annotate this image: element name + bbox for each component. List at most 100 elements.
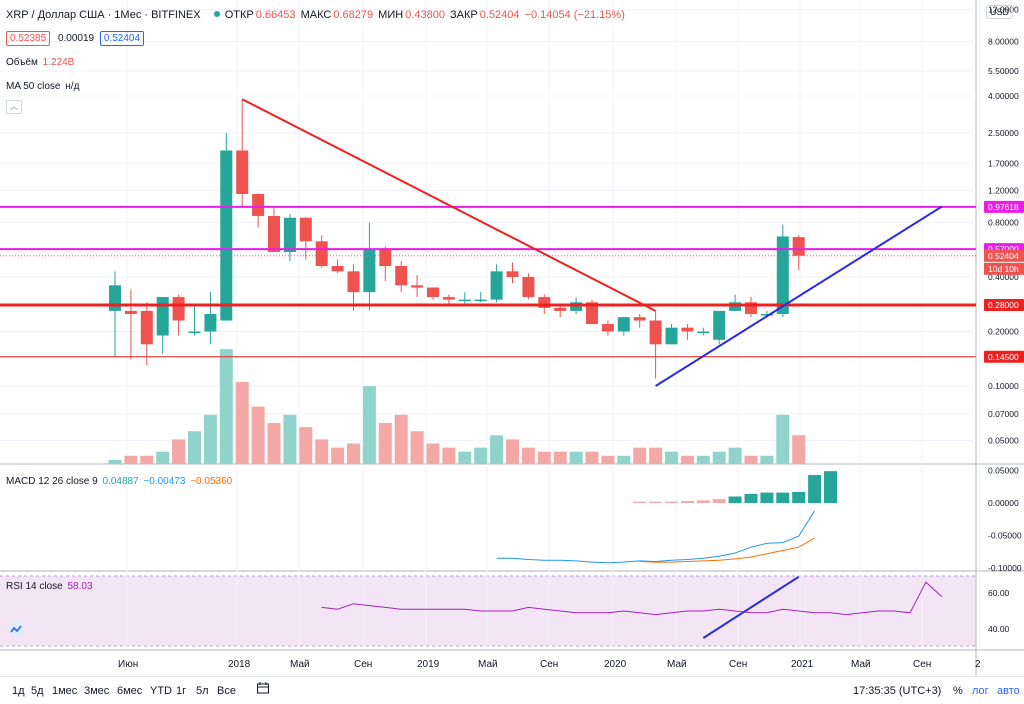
macd-histogram-bar	[776, 492, 790, 503]
candle-body	[506, 271, 519, 278]
volume-bar	[203, 414, 217, 464]
volume-bar	[506, 439, 519, 464]
tf-5d[interactable]: 5д	[31, 685, 44, 697]
macd-legend: MACD 12 26 close 9 0.04887 −0.00473 −0.0…	[6, 476, 234, 487]
candle-body	[538, 297, 551, 308]
low-label: МИН	[378, 9, 404, 21]
volume-bar	[410, 431, 424, 464]
candle-body	[760, 313, 773, 316]
volume-bar	[235, 382, 249, 464]
macd-axis-label: 0.05000	[988, 466, 1019, 476]
candle-body	[379, 249, 392, 267]
candle-body	[649, 320, 662, 345]
volume-bar	[696, 455, 710, 464]
volume-legend: Объём 1.224В	[6, 57, 76, 68]
tf-6m[interactable]: 6мес	[117, 685, 143, 697]
macd-histogram-bar	[665, 501, 678, 503]
chart-canvas[interactable]: Июн 2018 Май Сен 2019 Май Сен 2020 Май Сен 2021 Май…	[0, 0, 1024, 676]
macd-axis-label: -0.05000	[988, 531, 1022, 541]
candle-body	[124, 310, 137, 314]
volume-bar	[521, 447, 535, 464]
trend-line-downtrend	[241, 98, 657, 312]
price-label-box	[984, 200, 1024, 213]
candle-body	[490, 271, 503, 300]
time-axis-label: Сен	[729, 659, 747, 670]
macd-line-value: −0.00473	[143, 476, 186, 487]
volume-bar	[537, 451, 551, 464]
time-axis-label: 2019	[417, 659, 440, 670]
time-axis-label: Сен	[354, 659, 372, 670]
macd-histogram-bar	[712, 499, 726, 503]
volume-bar	[172, 439, 186, 464]
header-legend: XRP / Доллар США · 1Мес · BITFINEX ОТКР 0…	[6, 9, 627, 21]
candle-body	[299, 217, 312, 242]
rsi-value: 58.03	[67, 581, 93, 592]
price-axis-label: 0.10000	[988, 381, 1019, 391]
macd-axis-label: -0.10000	[988, 563, 1022, 573]
time-axis-label: Май	[478, 659, 498, 670]
currency-button[interactable]: USD	[986, 5, 1014, 19]
candle-body	[442, 297, 455, 300]
candle-body	[697, 331, 710, 334]
candle-body	[665, 327, 678, 345]
price-axis-label: 1.20000	[988, 186, 1019, 196]
volume-bar	[394, 414, 408, 464]
macd-histogram-bar	[696, 500, 710, 503]
clock-time[interactable]: 17:35:35 (UTC+3)	[853, 685, 942, 697]
time-axis-label: Сен	[540, 659, 558, 670]
macd-histogram-bar	[744, 493, 758, 503]
candle-body	[268, 215, 280, 252]
volume-bar	[267, 423, 281, 464]
countdown-box	[984, 262, 1024, 275]
candle-body	[570, 302, 583, 311]
volume-bar	[362, 386, 376, 464]
log-toggle[interactable]: лог	[972, 685, 989, 697]
time-axis-label: Май	[851, 659, 871, 670]
tf-1m[interactable]: 1мес	[52, 685, 78, 697]
volume-bar	[744, 455, 758, 464]
low-value: 0.43800	[405, 9, 445, 21]
macd-histogram-bar	[649, 501, 663, 503]
volume-bar	[649, 447, 663, 464]
time-axis-label: Май	[667, 659, 687, 670]
trend-line-uptrend	[655, 205, 943, 387]
price-axis-label: 8.00000	[988, 37, 1019, 47]
volume-bar	[569, 451, 583, 464]
macd-histogram-bar	[808, 475, 822, 503]
macd-histogram-bar	[680, 501, 694, 503]
tf-5y[interactable]: 5л	[196, 685, 209, 697]
open-label: ОТКР	[224, 9, 254, 21]
tf-all[interactable]: Все	[217, 685, 236, 697]
auto-toggle[interactable]: авто	[997, 685, 1020, 697]
candle-body	[204, 313, 217, 332]
candle-body	[363, 249, 376, 293]
volume-bar	[426, 443, 440, 464]
volume-bar	[283, 414, 297, 464]
tf-1y[interactable]: 1г	[176, 685, 187, 697]
price-axis-label: 5.50000	[988, 66, 1019, 76]
eye-icon[interactable]: ︿	[6, 100, 22, 114]
candle-body	[156, 297, 169, 336]
volume-bar	[378, 423, 392, 464]
macd-histogram-bar	[633, 501, 647, 503]
rsi-legend: RSI 14 close 58.03	[6, 581, 95, 592]
bid-button[interactable]: 0.52385	[6, 31, 51, 46]
tf-1d[interactable]: 1д	[12, 685, 25, 697]
time-axis-label: 2	[975, 659, 981, 670]
percent-toggle[interactable]: %	[953, 685, 963, 697]
bid-ask-row: 0.52385 0.00019 0.52404	[6, 31, 146, 46]
tradingview-logo-icon[interactable]	[8, 621, 24, 637]
candle-body	[522, 277, 535, 298]
volume-bar	[347, 443, 360, 464]
ask-button[interactable]: 0.52404	[99, 31, 145, 46]
candle-body	[427, 287, 439, 298]
tf-3m[interactable]: 3мес	[84, 685, 110, 697]
tf-ytd[interactable]: YTD	[150, 685, 172, 697]
calendar-range-icon[interactable]	[256, 681, 270, 698]
horizontal-level-label: 0.28000	[988, 300, 1019, 310]
volume-bar	[140, 455, 154, 464]
price-axis-label: 0.40000	[988, 272, 1019, 282]
time-axis-label: 2021	[791, 659, 814, 670]
rsi-line	[321, 581, 943, 616]
macd-axis-label: 0.00000	[988, 498, 1019, 508]
